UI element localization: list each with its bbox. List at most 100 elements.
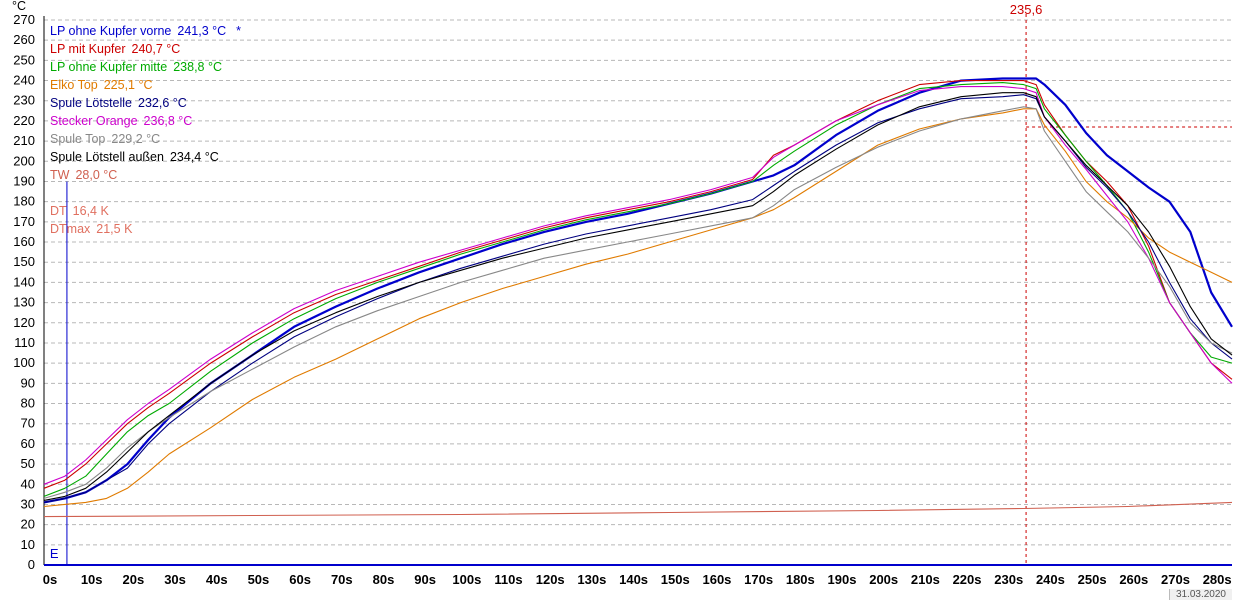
y-axis-unit: °C [12, 0, 26, 13]
x-tick-60: 60s [289, 572, 311, 587]
y-tick-260: 260 [13, 32, 35, 47]
legend-spacer [50, 184, 241, 202]
legend-series-reading: 21,5 K [96, 222, 133, 236]
legend-entry[interactable]: Spule Lötstell außen 234,4 °C [50, 148, 241, 166]
y-tick-60: 60 [21, 436, 35, 451]
x-axis-ticks: 0s 10s 20s 30s 40s 50s 60s 70s 80s 90s 100s 110s 120… [43, 572, 1232, 587]
legend-entry[interactable]: Stecker Orange 236,8 °C [50, 112, 241, 130]
y-tick-100: 100 [13, 355, 35, 370]
active-series-marker: * [236, 24, 242, 38]
x-tick-230: 230s [994, 572, 1023, 587]
y-tick-90: 90 [21, 375, 35, 390]
x-tick-30: 30s [164, 572, 186, 587]
legend-entry[interactable]: Spule Lötstelle 232,6 °C [50, 94, 241, 112]
legend-series-reading: 229,2 °C [111, 132, 161, 146]
y-tick-240: 240 [13, 73, 35, 88]
legend-entry[interactable]: LP ohne Kupfer mitte 238,8 °C [50, 58, 241, 76]
y-tick-150: 150 [13, 254, 35, 269]
x-tick-240: 240s [1036, 572, 1065, 587]
x-tick-0: 0s [43, 572, 57, 587]
legend-series-name: Spule Lötstelle [50, 96, 133, 110]
y-tick-190: 190 [13, 173, 35, 188]
y-tick-200: 200 [13, 153, 35, 168]
x-tick-20: 20s [123, 572, 145, 587]
y-tick-50: 50 [21, 456, 35, 471]
series-line-8 [43, 501, 1233, 518]
legend-series-name: Spule Top [50, 132, 106, 146]
legend-series-reading: 238,8 °C [173, 60, 222, 74]
legend-series-name: Spule Lötstell außen [50, 150, 164, 164]
legend-entry[interactable]: Elko Top 225,1 °C [50, 76, 241, 94]
x-tick-270: 270s [1161, 572, 1190, 587]
x-tick-70: 70s [331, 572, 353, 587]
x-tick-280: 280s [1203, 572, 1232, 587]
x-tick-10: 10s [81, 572, 103, 587]
x-tick-40: 40s [206, 572, 228, 587]
series-line-4 [43, 94, 1233, 503]
series-line-7 [43, 92, 1233, 501]
legend-entry[interactable]: LP ohne Kupfer vorne 241,3 °C * [50, 22, 241, 40]
y-tick-30: 30 [21, 496, 35, 511]
x-tick-140: 140s [619, 572, 648, 587]
x-tick-220: 220s [953, 572, 982, 587]
x-tick-160: 160s [702, 572, 731, 587]
y-tick-170: 170 [13, 214, 35, 229]
y-tick-270: 270 [13, 12, 35, 27]
legend-series-name: Elko Top [50, 78, 98, 92]
x-tick-260: 260s [1119, 572, 1148, 587]
legend-series-name: TW [50, 168, 70, 182]
y-tick-10: 10 [21, 537, 35, 552]
series-line-2 [43, 82, 1233, 497]
y-tick-210: 210 [13, 133, 35, 148]
legend-entry[interactable]: DT 16,4 K [50, 202, 241, 220]
cursor-value-label: 235,6 [1010, 2, 1043, 17]
series-lines [43, 77, 1233, 518]
legend-series-reading: 28,0 °C [75, 168, 118, 182]
legend: LP ohne Kupfer vorne 241,3 °C * LP mit Kupf… [50, 22, 241, 238]
legend-series-name: DT [50, 204, 67, 218]
y-tick-80: 80 [21, 396, 35, 411]
y-tick-130: 130 [13, 295, 35, 310]
legend-series-reading: 241,3 °C [177, 24, 227, 38]
legend-series-name: LP ohne Kupfer vorne [50, 24, 172, 38]
legend-series-reading: 234,4 °C [169, 150, 219, 164]
legend-series-name: Stecker Orange [50, 114, 138, 128]
x-tick-190: 190s [828, 572, 857, 587]
series-line-6 [43, 106, 1233, 499]
grid-lines [43, 16, 1232, 566]
legend-series-reading: 236,8 °C [143, 114, 193, 128]
legend-entry[interactable]: TW 28,0 °C [50, 166, 241, 184]
y-tick-20: 20 [21, 517, 35, 532]
legend-entry[interactable]: DTmax 21,5 K [50, 220, 241, 238]
legend-series-reading: 240,7 °C [131, 42, 181, 56]
y-tick-230: 230 [13, 93, 35, 108]
legend-series-reading: 16,4 K [72, 204, 109, 218]
legend-entry[interactable]: LP mit Kupfer 240,7 °C [50, 40, 241, 58]
x-tick-80: 80s [373, 572, 395, 587]
y-tick-120: 120 [13, 315, 35, 330]
x-tick-180: 180s [786, 572, 815, 587]
x-tick-110: 110s [494, 572, 522, 587]
x-tick-150: 150s [661, 572, 690, 587]
y-tick-250: 250 [13, 52, 35, 67]
x-tick-50: 50s [248, 572, 270, 587]
x-tick-250: 250s [1078, 572, 1107, 587]
y-axis-ticks: 0 10 20 30 40 50 60 70 80 90 100 110 120 130 140 150 160… [13, 12, 35, 572]
x-tick-100: 100s [452, 572, 481, 587]
legend-entry[interactable]: Spule Top 229,2 °C [50, 130, 241, 148]
y-tick-70: 70 [21, 416, 35, 431]
x-tick-210: 210s [911, 572, 940, 587]
cursor-markers: 235,6 E [50, 2, 1232, 565]
legend-series-reading: 232,6 °C [138, 96, 187, 110]
legend-series-name: LP ohne Kupfer mitte [50, 60, 168, 74]
y-tick-180: 180 [13, 194, 35, 209]
y-tick-0: 0 [28, 557, 35, 572]
legend-series-name: DTmax [50, 222, 91, 236]
x-tick-130: 130s [577, 572, 606, 587]
status-date: 31.03.2020 [1168, 589, 1232, 600]
series-line-5 [43, 86, 1233, 485]
x-tick-90: 90s [414, 572, 436, 587]
y-tick-140: 140 [13, 274, 35, 289]
y-tick-160: 160 [13, 234, 35, 249]
